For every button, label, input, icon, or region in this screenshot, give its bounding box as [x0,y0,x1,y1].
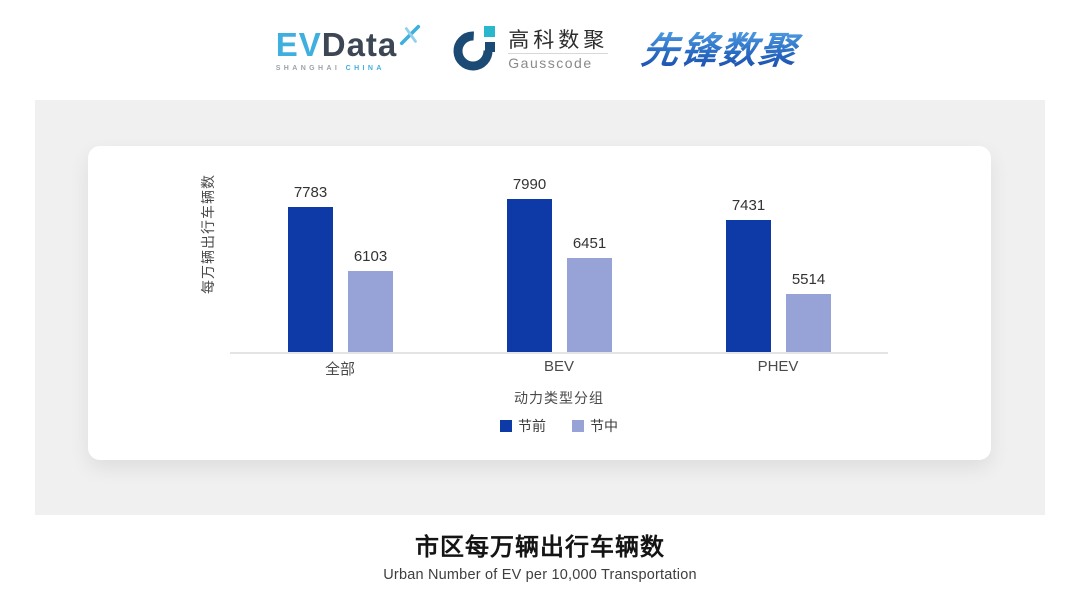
evdata-star-icon [399,18,421,51]
x-tick-label-BEV: BEV [543,358,574,375]
evdata-data-text: Data [321,26,398,63]
x-tick-label-全部: 全部 [324,361,355,378]
bar-value-label: 7783 [293,184,328,201]
evdata-china-text: CHINA [345,65,385,72]
chart-card: 每万辆出行车辆数 动力类型分组 节前 节中 7783 6103 全部 7990 6451 B… [88,146,991,460]
legend-label: 节中 [590,418,618,434]
gausscode-en-name: Gausscode [508,52,609,72]
chart-legend: 节前 节中 [230,416,888,436]
caption-block: 市区每万辆出行车辆数 Urban Number of EV per 10,000… [0,515,1080,583]
bar-节中-PHEV [786,294,831,352]
gausscode-logo: 高科数聚 Gausscode [453,25,609,76]
bar-节前-全部 [288,207,333,352]
bar-value-label: 7990 [512,176,547,193]
gausscode-cn-name: 高科数聚 [508,28,609,52]
legend-swatch-icon [500,420,512,432]
bar-value-label: 6103 [353,248,388,265]
chart-panel: 每万辆出行车辆数 动力类型分组 节前 节中 7783 6103 全部 7990 6451 B… [35,100,1045,515]
bar-节前-BEV [507,199,552,352]
bar-节中-BEV [567,258,612,352]
evdata-ev-text: EV [275,26,322,63]
legend-item-节中: 节中 [572,416,618,436]
gausscode-text: 高科数聚 Gausscode [508,28,609,72]
legend-swatch-icon [572,420,584,432]
legend-label: 节前 [518,418,546,434]
bar-value-label: 5514 [791,271,826,288]
bar-value-label: 7431 [731,197,766,214]
bar-value-label: 6451 [572,235,607,252]
evdata-shanghai-text: SHANGHAI [275,65,341,72]
x-axis-title: 动力类型分组 [514,390,604,406]
x-axis-line [230,352,888,354]
bar-节中-全部 [348,271,393,352]
bar-节前-PHEV [726,220,771,352]
evdata-logo: EV Data SHANGHAI CHINA [275,24,421,72]
chart-subtitle: Urban Number of EV per 10,000 Transporta… [383,567,697,583]
logo-bar: EV Data SHANGHAI CHINA 高科数聚 Gausscode [0,0,1080,100]
chart-title: 市区每万辆出行车辆数 [415,534,665,561]
gausscode-g-icon [453,25,499,76]
xianfeng-logo: 先锋数聚 [639,30,807,71]
legend-item-节前: 节前 [500,416,546,436]
x-tick-label-PHEV: PHEV [757,358,799,375]
evdata-subtitle: SHANGHAI CHINA [276,65,385,72]
evdata-wordmark: EV Data [275,24,421,63]
